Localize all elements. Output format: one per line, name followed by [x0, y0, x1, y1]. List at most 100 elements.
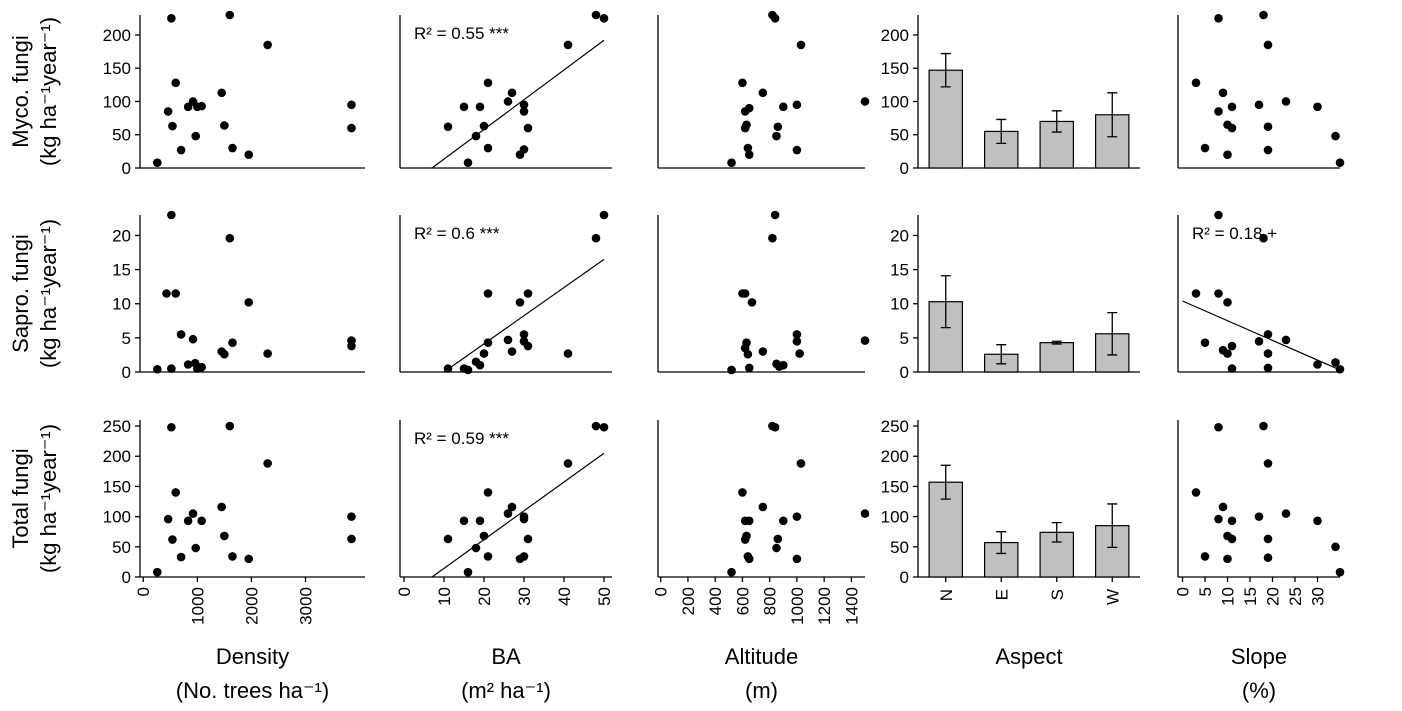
point [1263, 363, 1273, 373]
x-tick-label: 0 [395, 587, 414, 596]
point [744, 363, 754, 373]
point [744, 554, 754, 564]
y-tick-label: 200 [881, 26, 909, 45]
column-label: Slope [1231, 644, 1287, 669]
point [773, 534, 783, 544]
point [168, 535, 177, 544]
point [738, 78, 747, 88]
point [443, 122, 453, 132]
point [475, 516, 485, 526]
x-tick-label: 15 [1241, 587, 1260, 606]
y-tick-label: 250 [103, 417, 131, 436]
point [1263, 145, 1273, 155]
x-tick-label: 10 [435, 587, 454, 606]
point [742, 120, 751, 130]
error-bar [940, 464, 951, 500]
point [197, 101, 206, 111]
point [167, 14, 176, 23]
point [860, 336, 870, 345]
column-label: Aspect [995, 644, 1062, 669]
point [1223, 150, 1232, 159]
point [459, 102, 469, 112]
error-bar [1107, 311, 1118, 356]
row-unit: (kg ha⁻¹year⁻¹) [36, 424, 61, 573]
point [1200, 338, 1210, 347]
point [171, 78, 180, 88]
y-tick-label: 0 [122, 159, 131, 178]
point [1263, 330, 1273, 339]
point [1200, 143, 1210, 153]
point [519, 107, 529, 116]
point [743, 349, 753, 359]
y-tick-label: 5 [122, 329, 131, 348]
column-unit: (m² ha⁻¹) [461, 678, 551, 703]
x-tick-label: 200 [679, 587, 698, 615]
point [153, 158, 162, 167]
point [483, 143, 493, 153]
point [475, 360, 485, 370]
x-tick-label: 10 [1219, 587, 1238, 606]
point [167, 422, 176, 432]
error-bar [996, 118, 1007, 145]
x-tick-label: 5 [1196, 587, 1215, 596]
point [792, 336, 802, 346]
x-tick-label: 50 [595, 587, 614, 606]
point [519, 145, 529, 154]
point [778, 516, 788, 526]
point [191, 543, 201, 553]
point [153, 567, 162, 577]
point [503, 97, 513, 106]
point [1259, 10, 1268, 20]
column-unit: (m) [745, 678, 778, 703]
point [778, 360, 788, 370]
point [1227, 516, 1237, 526]
point [503, 509, 513, 518]
point [1313, 516, 1322, 526]
point [475, 102, 485, 112]
point [443, 534, 453, 544]
point [1214, 514, 1223, 524]
point [1263, 459, 1273, 468]
fit-line [431, 452, 605, 578]
x-tick-label: 600 [733, 587, 752, 615]
point [1227, 364, 1237, 373]
point [1227, 123, 1237, 133]
point [1254, 100, 1264, 110]
point [1214, 289, 1223, 298]
fit-line [1182, 300, 1341, 371]
column-unit: (No. trees ha⁻¹) [176, 678, 329, 703]
point [347, 534, 356, 544]
y-tick-label: 0 [900, 363, 909, 382]
point [183, 516, 193, 526]
error-bar [1107, 503, 1118, 549]
point [471, 543, 481, 553]
x-tick-label: 20 [1264, 587, 1283, 606]
y-tick-label: 200 [881, 447, 909, 466]
point [347, 512, 356, 521]
point [153, 364, 162, 374]
point [523, 123, 533, 133]
point [523, 289, 533, 298]
point [188, 509, 198, 518]
error-bar [996, 344, 1007, 365]
point [727, 158, 736, 167]
row-unit: (kg ha⁻¹year⁻¹) [36, 17, 61, 166]
point [483, 488, 493, 497]
point [773, 122, 783, 132]
x-tick-label: 0 [134, 587, 153, 596]
point [1281, 509, 1291, 518]
y-tick-label: 0 [122, 363, 131, 382]
point [220, 349, 229, 359]
point [171, 488, 180, 497]
y-tick-label: 200 [103, 447, 131, 466]
point [225, 421, 235, 431]
point [503, 335, 513, 345]
point [1335, 567, 1345, 577]
x-tick-label: W [1103, 589, 1122, 605]
point [167, 210, 176, 220]
x-tick-label: 1000 [788, 587, 807, 625]
point [1223, 298, 1232, 307]
point [1259, 233, 1268, 243]
point [225, 233, 235, 243]
point [220, 121, 229, 130]
